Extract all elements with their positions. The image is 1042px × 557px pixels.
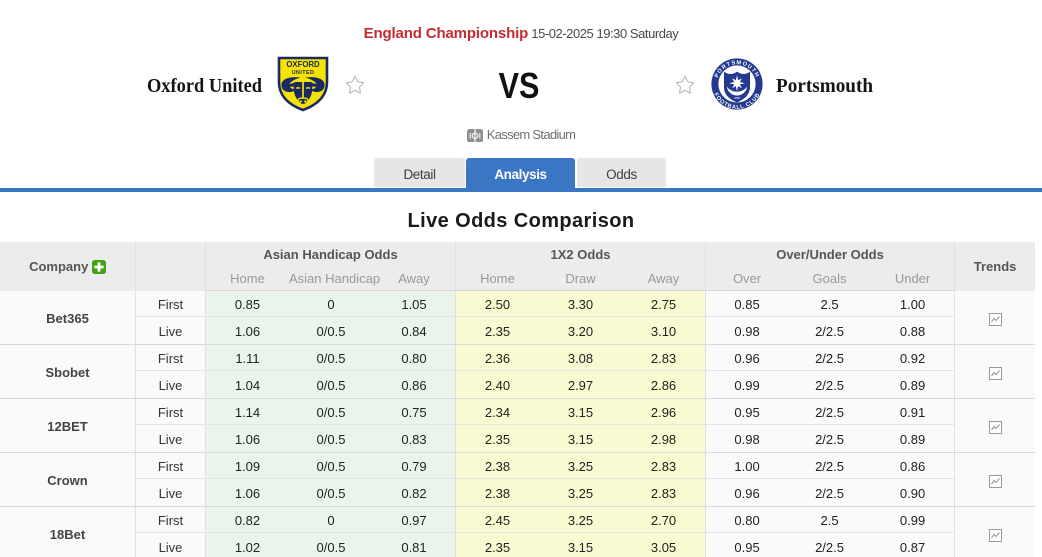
svg-text:1898: 1898 (734, 96, 741, 100)
svg-text:OXFORD: OXFORD (286, 60, 320, 69)
svg-text:UNITED: UNITED (292, 70, 314, 76)
